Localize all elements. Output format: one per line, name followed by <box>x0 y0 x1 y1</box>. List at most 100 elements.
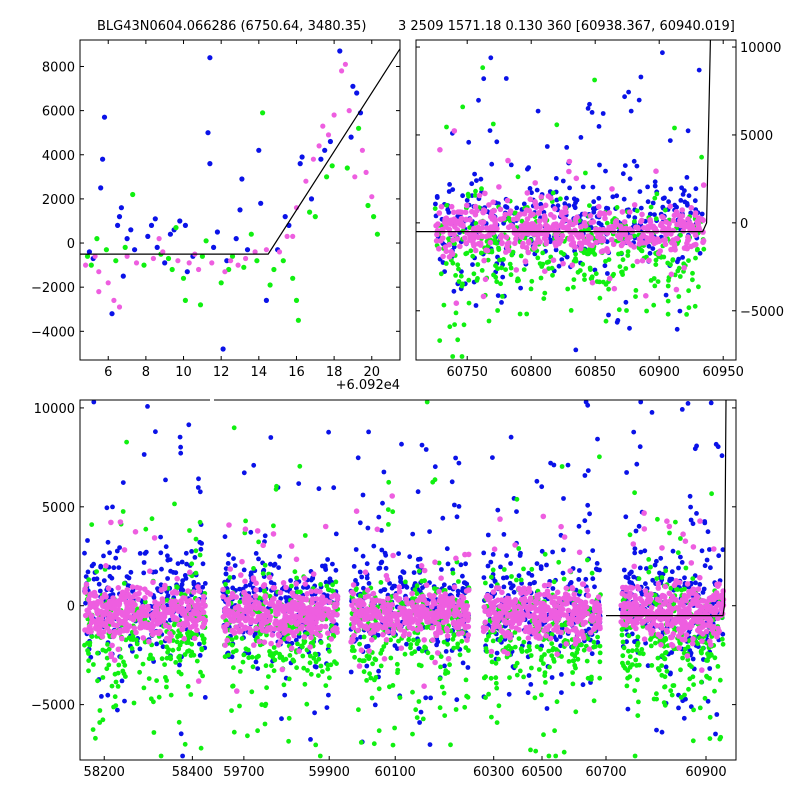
point-pink <box>450 237 456 243</box>
point-pink <box>114 622 120 629</box>
point-blue <box>554 197 560 203</box>
point-pink <box>556 595 562 602</box>
point-pink <box>688 243 695 250</box>
point-blue <box>456 460 462 466</box>
point-green <box>507 261 513 267</box>
point-pink <box>481 257 487 264</box>
point-green <box>378 580 384 585</box>
point-green <box>141 262 147 268</box>
point-pink <box>453 604 459 611</box>
point-pink <box>495 597 501 603</box>
point-pink <box>662 241 669 248</box>
point-blue <box>151 595 157 600</box>
point-pink <box>304 591 311 597</box>
point-green <box>678 232 683 238</box>
point-blue <box>685 202 690 208</box>
model-line <box>416 40 711 233</box>
point-green <box>441 639 447 645</box>
point-pink <box>105 585 112 592</box>
point-green <box>120 509 126 514</box>
title-right: 3 2509 1571.18 0.130 360 [60938.367, 609… <box>398 19 735 34</box>
point-pink <box>434 650 441 656</box>
point-pink <box>351 598 357 604</box>
point-pink <box>592 608 598 614</box>
point-green <box>260 110 266 116</box>
point-green <box>396 638 401 644</box>
point-green <box>374 231 380 237</box>
point-green <box>541 661 546 666</box>
point-green <box>590 250 596 255</box>
point-pink <box>291 619 298 625</box>
point-green <box>551 579 557 585</box>
point-pink <box>450 209 457 216</box>
point-pink <box>538 194 545 200</box>
point-green <box>538 646 543 652</box>
point-green <box>316 656 322 662</box>
point-pink <box>423 582 430 588</box>
point-blue <box>447 182 452 187</box>
point-blue <box>420 585 425 590</box>
point-green <box>354 586 359 592</box>
point-blue <box>492 578 498 584</box>
point-green <box>444 202 450 208</box>
point-pink <box>430 637 436 643</box>
point-pink <box>167 630 173 637</box>
point-blue <box>514 205 520 211</box>
point-green <box>388 637 393 643</box>
point-pink <box>652 225 658 232</box>
point-green <box>654 191 660 197</box>
point-green <box>308 671 314 677</box>
point-pink <box>595 594 602 600</box>
point-green <box>496 245 501 251</box>
point-pink <box>105 280 111 286</box>
point-green <box>528 653 534 658</box>
point-green <box>294 665 299 671</box>
point-blue <box>399 441 404 447</box>
point-blue <box>326 429 331 435</box>
point-pink <box>252 593 259 599</box>
point-pink <box>490 199 496 205</box>
point-pink <box>194 627 200 633</box>
point-green <box>524 311 530 317</box>
point-pink <box>439 606 445 613</box>
point-green <box>201 636 207 642</box>
point-pink <box>663 231 669 238</box>
point-green <box>483 695 488 700</box>
point-pink <box>355 627 361 634</box>
point-pink <box>358 647 365 653</box>
point-blue <box>277 554 282 559</box>
point-pink <box>377 598 383 604</box>
point-pink <box>254 528 261 534</box>
point-pink <box>313 588 320 594</box>
point-pink <box>369 637 375 643</box>
point-green <box>653 257 659 263</box>
point-blue <box>177 218 183 224</box>
point-pink <box>104 610 110 617</box>
point-blue <box>357 520 363 526</box>
point-green <box>508 265 514 271</box>
point-green <box>271 651 277 657</box>
point-blue <box>407 554 413 560</box>
point-green <box>418 663 424 669</box>
point-blue <box>299 154 305 160</box>
point-green <box>121 671 127 677</box>
point-pink <box>486 202 492 208</box>
point-blue <box>534 187 540 193</box>
point-pink <box>350 624 357 631</box>
point-green <box>370 661 375 667</box>
point-green <box>281 682 287 688</box>
point-green <box>501 257 506 262</box>
point-blue <box>214 229 220 235</box>
point-pink <box>401 614 408 621</box>
x-tick-label: 18 <box>326 365 343 380</box>
point-green <box>648 204 654 210</box>
point-pink <box>187 569 193 576</box>
point-green <box>512 644 518 650</box>
point-blue <box>660 50 665 56</box>
point-blue <box>473 303 479 308</box>
point-pink <box>552 594 558 600</box>
point-green <box>644 308 649 314</box>
point-green <box>584 658 590 664</box>
point-green <box>589 274 595 280</box>
point-blue <box>535 108 541 114</box>
